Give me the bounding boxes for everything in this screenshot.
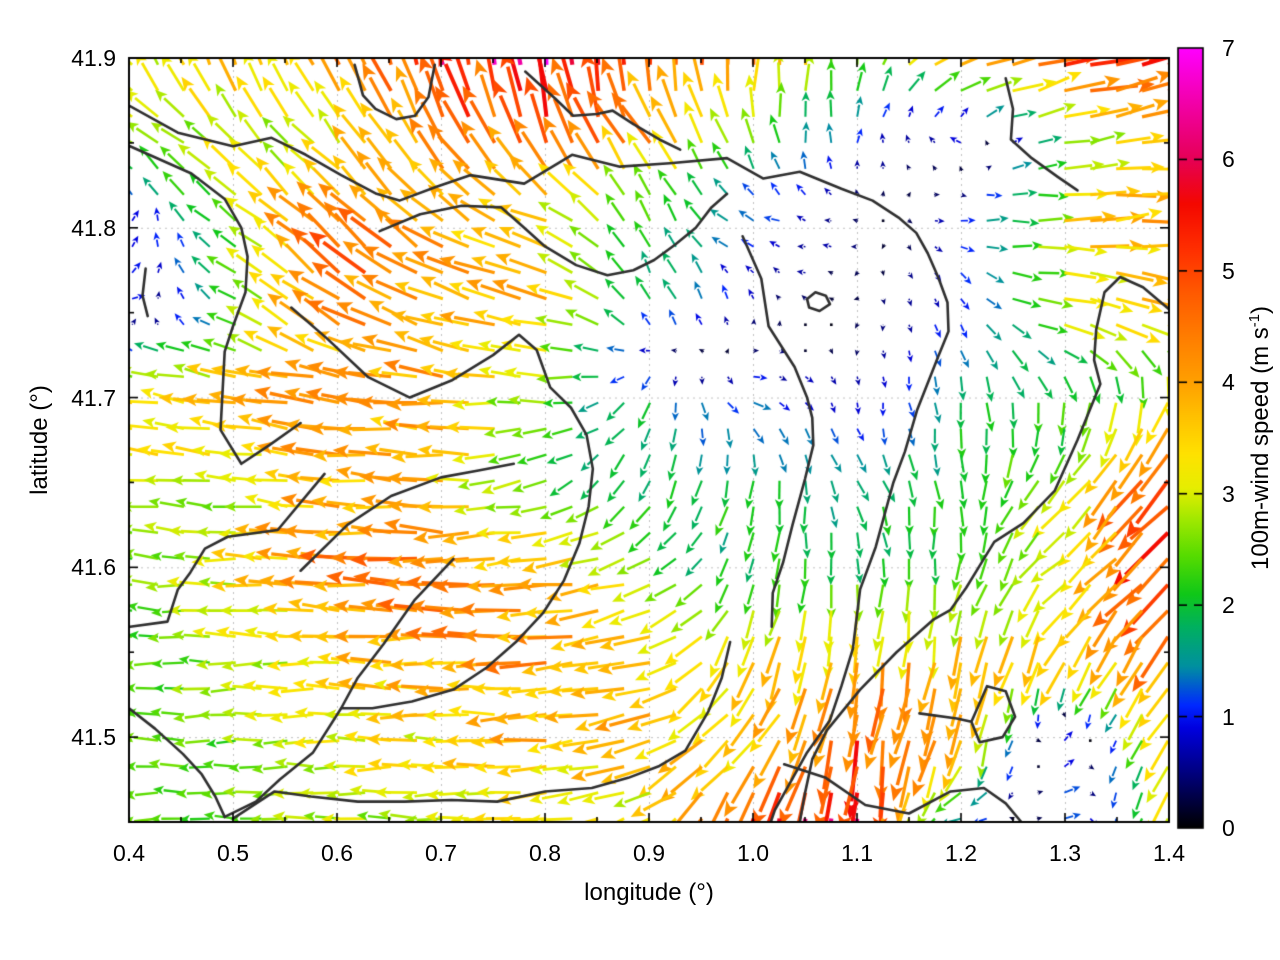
colorbar-label-sup: -1 <box>1247 314 1263 328</box>
x-tick-label: 1.1 <box>841 840 873 866</box>
y-tick-label: 41.8 <box>71 214 116 241</box>
x-tick-label: 1.2 <box>945 840 977 866</box>
x-tick-label: 1.0 <box>737 840 769 866</box>
x-tick-label: 0.4 <box>113 840 145 866</box>
y-tick-label: 41.6 <box>71 554 116 581</box>
colorbar-tick-label: 4 <box>1222 369 1235 396</box>
x-axis-label: longitude (°) <box>584 879 714 906</box>
x-tick-label: 1.4 <box>1153 840 1185 866</box>
colorbar-tick-label: 3 <box>1222 480 1235 507</box>
y-tick-label: 41.7 <box>71 384 116 411</box>
colorbar-tick-label: 1 <box>1222 703 1235 730</box>
y-tick-label: 41.5 <box>71 724 116 751</box>
colorbar-label-end: ) <box>1247 306 1274 314</box>
colorbar-label-main: 100m-wind speed (m s <box>1247 327 1274 570</box>
colorbar-label: 100m-wind speed (m s-1) <box>1247 306 1275 570</box>
x-tick-label: 1.3 <box>1049 840 1081 866</box>
colorbar-tick-label: 2 <box>1222 592 1235 619</box>
x-tick-label: 0.5 <box>217 840 249 866</box>
y-axis-label: latitude (°) <box>26 385 53 495</box>
colorbar-tick-label: 0 <box>1222 815 1235 841</box>
colorbar-tick-label: 7 <box>1222 35 1235 61</box>
y-tick-label: 41.9 <box>71 45 116 71</box>
colorbar-tick-label: 5 <box>1222 257 1235 284</box>
x-tick-label: 0.9 <box>633 840 665 866</box>
x-tick-label: 0.8 <box>529 840 561 866</box>
colorbar-tick-label: 6 <box>1222 146 1235 173</box>
x-tick-label: 0.6 <box>321 840 353 866</box>
x-tick-label: 0.7 <box>425 840 457 866</box>
